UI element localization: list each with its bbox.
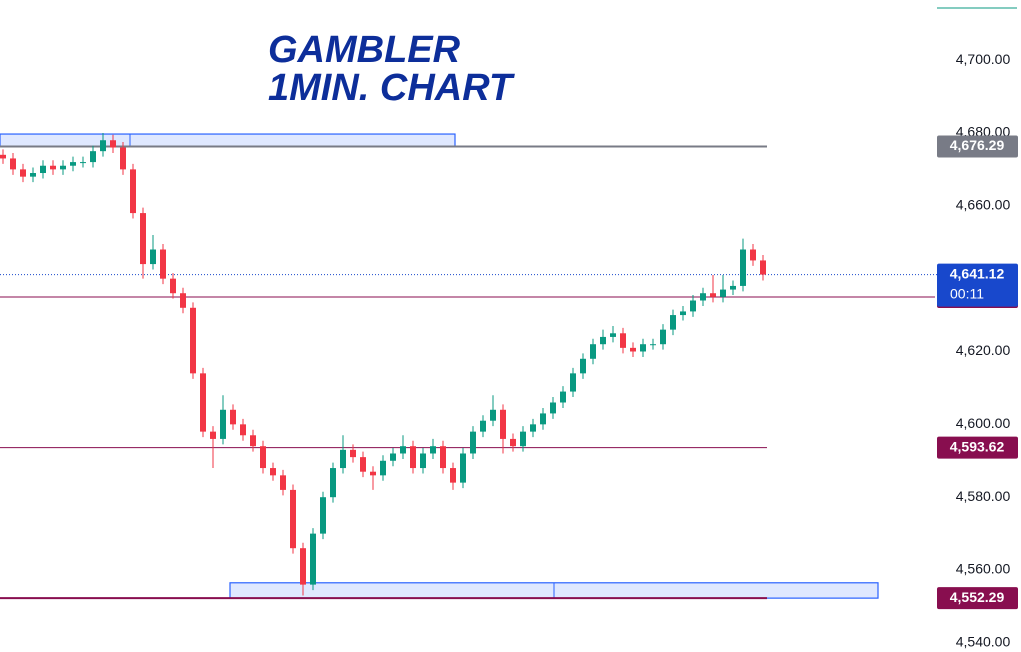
candle-body — [90, 151, 96, 163]
y-tick-label: 4,580.00 — [956, 488, 1011, 504]
candle-body — [380, 460, 386, 476]
candle-body — [470, 431, 476, 454]
candle-body — [430, 446, 436, 454]
candle-body — [280, 475, 286, 490]
chart-title: 1MIN. CHART — [268, 67, 515, 109]
candle-body — [760, 260, 766, 275]
candle-body — [20, 169, 26, 177]
candle-body — [100, 140, 106, 152]
candle-body — [510, 438, 516, 447]
candle-body — [390, 453, 396, 461]
candle-body — [240, 424, 246, 436]
zone — [0, 133, 456, 148]
countdown: 00:11 — [950, 285, 984, 301]
candle-body — [530, 424, 536, 432]
level-label: 4,676.29 — [950, 137, 1005, 153]
level-box — [937, 436, 1018, 459]
candle-body — [700, 293, 706, 301]
candle-body — [130, 169, 136, 214]
candle-body — [30, 173, 36, 177]
candle-body — [180, 293, 186, 308]
candle-body — [310, 533, 316, 585]
candle-body — [710, 293, 716, 297]
candle-body — [730, 285, 736, 290]
y-tick-label: 4,660.00 — [956, 197, 1011, 213]
candle-body — [740, 249, 746, 286]
candle-body — [200, 373, 206, 432]
candle-body — [150, 249, 156, 265]
candle-body — [210, 431, 216, 439]
current-box — [937, 263, 1018, 307]
candle-body — [520, 431, 526, 447]
candle-body — [330, 468, 336, 498]
candle-body — [570, 373, 576, 392]
candle-body — [540, 413, 546, 425]
candle-body — [720, 289, 726, 297]
candle-body — [370, 471, 376, 476]
candle-body — [610, 333, 616, 337]
candle-body — [660, 329, 666, 345]
candle-body — [410, 446, 416, 469]
candle-body — [80, 162, 86, 164]
candle-body — [50, 165, 56, 170]
y-tick-label: 4,560.00 — [956, 561, 1011, 577]
candle-body — [670, 315, 676, 330]
candle-body — [290, 489, 296, 549]
candle-body — [680, 311, 686, 316]
candle-body — [500, 409, 506, 439]
candle-body — [160, 249, 166, 279]
candle-body — [490, 409, 496, 421]
candle-body — [300, 548, 306, 585]
y-tick-label: 4,540.00 — [956, 634, 1011, 650]
candle-body — [580, 358, 586, 374]
level-box — [937, 587, 1018, 610]
level-label: 4,552.29 — [950, 589, 1005, 605]
candle-body — [140, 213, 146, 265]
candle-body — [450, 468, 456, 483]
candle-body — [230, 409, 236, 425]
candle-body — [120, 147, 126, 170]
candle-body — [40, 165, 46, 174]
candle-body — [190, 307, 196, 374]
candle-body — [750, 249, 756, 261]
candle-body — [270, 468, 276, 476]
candle-body — [260, 446, 266, 469]
candle-body — [70, 162, 76, 166]
candle-body — [650, 344, 656, 346]
candle-body — [110, 140, 116, 148]
candle-body — [340, 449, 346, 469]
candle-body — [250, 435, 256, 447]
y-tick-label: 4,620.00 — [956, 342, 1011, 358]
candle-body — [170, 278, 176, 294]
candle-body — [620, 333, 626, 348]
candle-body — [640, 344, 646, 352]
chart-title: GAMBLER — [268, 29, 461, 71]
candle-body — [60, 165, 66, 170]
candle-body — [600, 336, 606, 345]
candle-body — [460, 453, 466, 483]
candle-body — [320, 497, 326, 534]
candle-body — [350, 449, 356, 458]
candle-body — [0, 154, 6, 159]
candle-body — [560, 391, 566, 403]
candle-body — [220, 409, 226, 439]
candle-body — [360, 457, 366, 472]
candle-body — [480, 420, 486, 432]
candle-body — [590, 344, 596, 359]
candle-body — [550, 402, 556, 414]
candle-body — [420, 453, 426, 469]
level-label: 4,593.62 — [950, 438, 1005, 454]
candle-body — [440, 446, 446, 469]
y-tick-label: 4,600.00 — [956, 415, 1011, 431]
candle-body — [630, 347, 636, 352]
candle-body — [690, 300, 696, 312]
y-tick-label: 4,700.00 — [956, 51, 1011, 67]
current-label: 4,641.12 — [950, 265, 1005, 281]
candle-body — [400, 446, 406, 454]
candle-body — [10, 158, 16, 170]
level-box — [937, 135, 1018, 158]
